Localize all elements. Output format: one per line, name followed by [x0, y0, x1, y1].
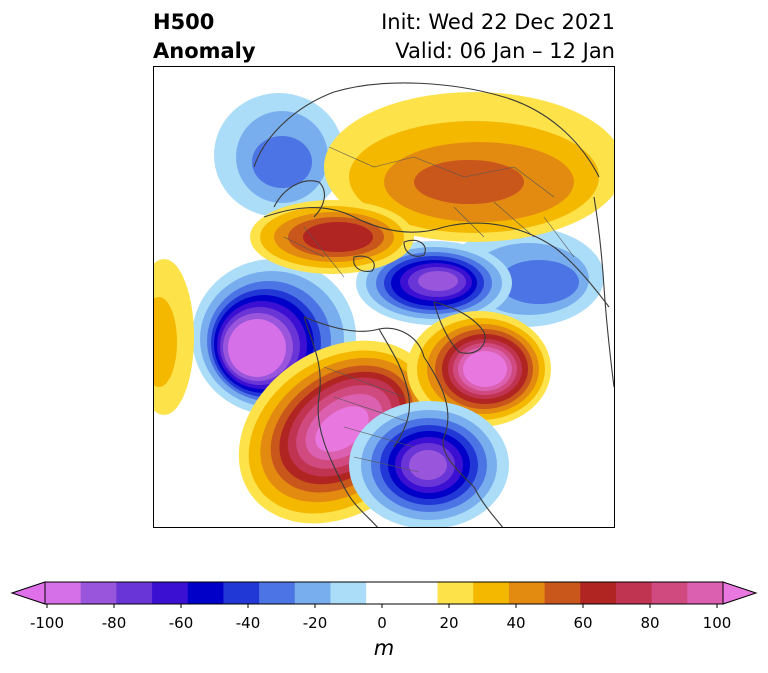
colorbar-tick-label: 80 [640, 614, 660, 632]
colorbar-tick-label: -80 [101, 614, 127, 632]
colorbar-cell [223, 582, 260, 604]
anomaly-ne-pacific-negative [192, 259, 356, 415]
colorbar-border [44, 581, 724, 605]
colorbar-cell [544, 582, 581, 604]
title-anomaly: Anomaly [153, 39, 256, 63]
colorbar-cell [294, 582, 331, 604]
political-borders [283, 146, 575, 473]
colorbar-tick-label: 40 [506, 614, 526, 632]
colorbar-tick-label: 20 [439, 614, 459, 632]
colorbar-cell [687, 582, 724, 604]
colorbar-cell [152, 582, 189, 604]
colorbar-tick-label: 60 [573, 614, 593, 632]
anomaly-left-edge-positive [154, 259, 194, 415]
colorbar-cell [116, 582, 153, 604]
colorbar-cell [366, 582, 403, 604]
colorbar-tick-label: 0 [377, 614, 387, 632]
colorbar-tick-label: 100 [702, 614, 732, 632]
title-right: Init: Wed 22 Dec 2021 Valid: 06 Jan – 12… [381, 8, 615, 66]
colorbar-cell [473, 582, 510, 604]
colorbar-cell [437, 582, 474, 604]
colorbar-cell [259, 582, 296, 604]
colorbar-tick-label: -60 [168, 614, 194, 632]
colorbar-extend-left [10, 581, 46, 605]
map-svg [154, 82, 614, 527]
title-left: H500 Anomaly [153, 8, 256, 66]
colorbar-cell [615, 582, 653, 604]
title-variable: H500 [153, 10, 215, 34]
anomaly-siberia-positive [324, 92, 614, 242]
colorbar [10, 581, 758, 608]
anomaly-fills [154, 92, 614, 527]
valid-range: Valid: 06 Jan – 12 Jan [395, 39, 615, 63]
colorbar-extend-right [722, 581, 758, 605]
init-date: Init: Wed 22 Dec 2021 [381, 10, 615, 34]
colorbar-tick-label: -20 [302, 614, 328, 632]
anomaly-east-us-negative [349, 401, 509, 527]
colorbar-tick-label: -100 [29, 614, 65, 632]
colorbar-tick-label: -40 [235, 614, 261, 632]
anomaly-nw-negative [214, 93, 344, 217]
colorbar-cell [80, 582, 117, 604]
anomaly-atlantic-positive [407, 311, 551, 427]
anomaly-arctic-negative [356, 241, 512, 325]
colorbar-cell [330, 582, 367, 604]
colorbar-unit: m [373, 636, 395, 660]
colorbar-cells [10, 581, 758, 608]
colorbar-cell [401, 582, 439, 604]
colorbar-cell [187, 582, 224, 604]
colorbar-cell [45, 582, 82, 604]
coastlines [253, 82, 614, 527]
colorbar-cell [508, 582, 546, 604]
colorbar-cell [580, 582, 617, 604]
colorbar-cell [651, 582, 688, 604]
anomaly-europe-positive [250, 200, 414, 274]
anomaly-map [153, 66, 615, 528]
